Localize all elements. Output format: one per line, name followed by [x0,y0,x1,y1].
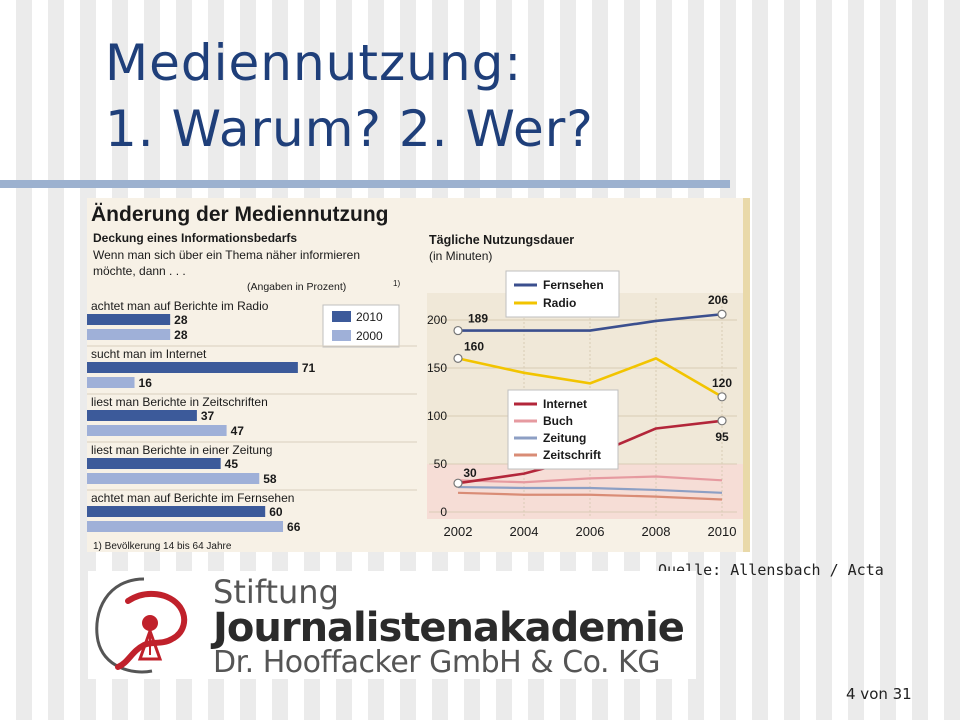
line-series-Zeitschrift [457,491,723,501]
chart-svg: Änderung der Mediennutzung Deckung eines… [87,198,750,552]
line-ytick-label: 100 [427,409,447,423]
line-legend-label: Zeitschrift [543,448,601,462]
page-number: 4 von 31 [846,685,912,703]
line-xtick-label: 2002 [444,524,473,539]
bar-legend-label-2000: 2000 [356,329,383,343]
bar-2000 [87,521,284,532]
line-endpoint-marker [453,325,463,336]
slide-title-line2: 1. Warum? 2. Wer? [105,100,594,158]
line-legend-label: Fernsehen [543,278,604,292]
line-ytick-label: 0 [440,505,447,519]
bar-2000 [87,377,135,388]
bar-2000 [87,329,171,340]
line-legend-label: Zeitung [543,431,586,445]
line-endpoint-marker [717,309,727,319]
bar-2010 [87,506,266,517]
bar-value-label: 45 [225,457,239,471]
bar-2010 [87,410,197,421]
bar-value-label: 28 [174,313,188,327]
bar-category-label: liest man Berichte in Zeitschriften [91,395,268,409]
bar-2000 [87,473,260,484]
slide-title: Mediennutzung: 1. Warum? 2. Wer? [105,30,805,162]
chart-figure: Änderung der Mediennutzung Deckung eines… [87,198,750,552]
bar-chart-subtitle: Deckung eines Informationsbedarfs [93,231,297,245]
bar-value-label: 60 [269,505,283,519]
line-legend-box-top [505,270,620,318]
line-legend-label: Internet [543,397,587,411]
bar-legend-label-2010: 2010 [356,310,383,324]
bar-2000 [87,425,227,436]
bar-category-label: liest man Berichte in einer Zeitung [91,443,272,457]
bar-legend-swatch-2000 [332,330,351,341]
bar-value-label: 66 [287,520,301,534]
bar-chart-question-line1: Wenn man sich über ein Thema näher infor… [93,248,360,262]
bar-chart: achtet man auf Berichte im Radio2828such… [87,299,417,534]
bar-chart-question-line2: möchte, dann . . . [93,264,186,278]
line-series-Zeitung [457,485,723,494]
title-rule [0,180,730,188]
line-value-label: 120 [712,376,732,390]
bar-value-label: 58 [263,472,277,486]
bar-chart-footnote: 1) Bevölkerung 14 bis 64 Jahre [93,541,232,552]
bar-chart-unit-marker: 1) [393,279,400,288]
line-value-label: 95 [715,430,729,444]
line-legend-label: Buch [543,414,573,428]
line-endpoint-marker [717,416,727,426]
bar-value-label: 47 [231,424,245,438]
logo-line2: Journalistenakademie [213,605,685,651]
bar-2010 [87,458,221,469]
bar-value-label: 28 [174,328,188,342]
line-xtick-label: 2006 [576,524,605,539]
line-ytick-label: 50 [434,457,448,471]
line-value-label: 206 [708,293,728,307]
bar-2010 [87,314,171,325]
bar-chart-unit-note: (Angaben in Prozent) [247,281,346,293]
figure-edge-strip [743,198,750,552]
logo-line1: Stiftung [213,573,339,611]
source-credit: Quelle: Allensbach / Acta [658,561,884,579]
bar-value-label: 37 [201,409,215,423]
bar-chart-title: Änderung der Mediennutzung [91,203,388,226]
line-endpoint-marker [717,392,727,402]
pen-nib-emblem-icon [95,577,188,674]
bar-value-label: 71 [302,361,316,375]
line-ytick-label: 200 [427,313,447,327]
bar-legend-swatch-2010 [332,311,351,322]
bar-value-label: 16 [139,376,153,390]
line-endpoint-marker [453,353,463,363]
line-value-label: 30 [463,466,477,480]
line-legend-label: Radio [543,296,576,310]
line-chart-title: Tägliche Nutzungsdauer [429,233,574,247]
line-xtick-label: 2010 [708,524,737,539]
line-legend: Fernsehen Radio Internet Buch Zeitung Zeitsch… [514,278,604,462]
line-series-Radio [457,357,723,398]
bar-category-label: achtet man auf Berichte im Fernsehen [91,491,294,505]
line-chart-unit-note: (in Minuten) [429,249,492,263]
line-series-Fernsehen [458,312,723,332]
line-xtick-label: 2004 [510,524,539,539]
line-xtick-label: 2008 [642,524,671,539]
logo-line3: Dr. Hooffacker GmbH & Co. KG [213,645,660,680]
line-value-label: 160 [464,339,484,353]
logo: Stiftung Journalistenakademie Dr. Hooffa… [88,571,696,680]
line-value-label: 189 [468,312,488,326]
bar-category-label: achtet man auf Berichte im Radio [91,299,269,313]
slide-title-line1: Mediennutzung: [105,34,523,92]
line-endpoint-marker [453,478,463,488]
line-series-Buch [457,475,723,484]
bar-category-label: sucht man im Internet [91,347,207,361]
line-ytick-label: 150 [427,361,447,375]
bar-2010 [87,362,298,373]
